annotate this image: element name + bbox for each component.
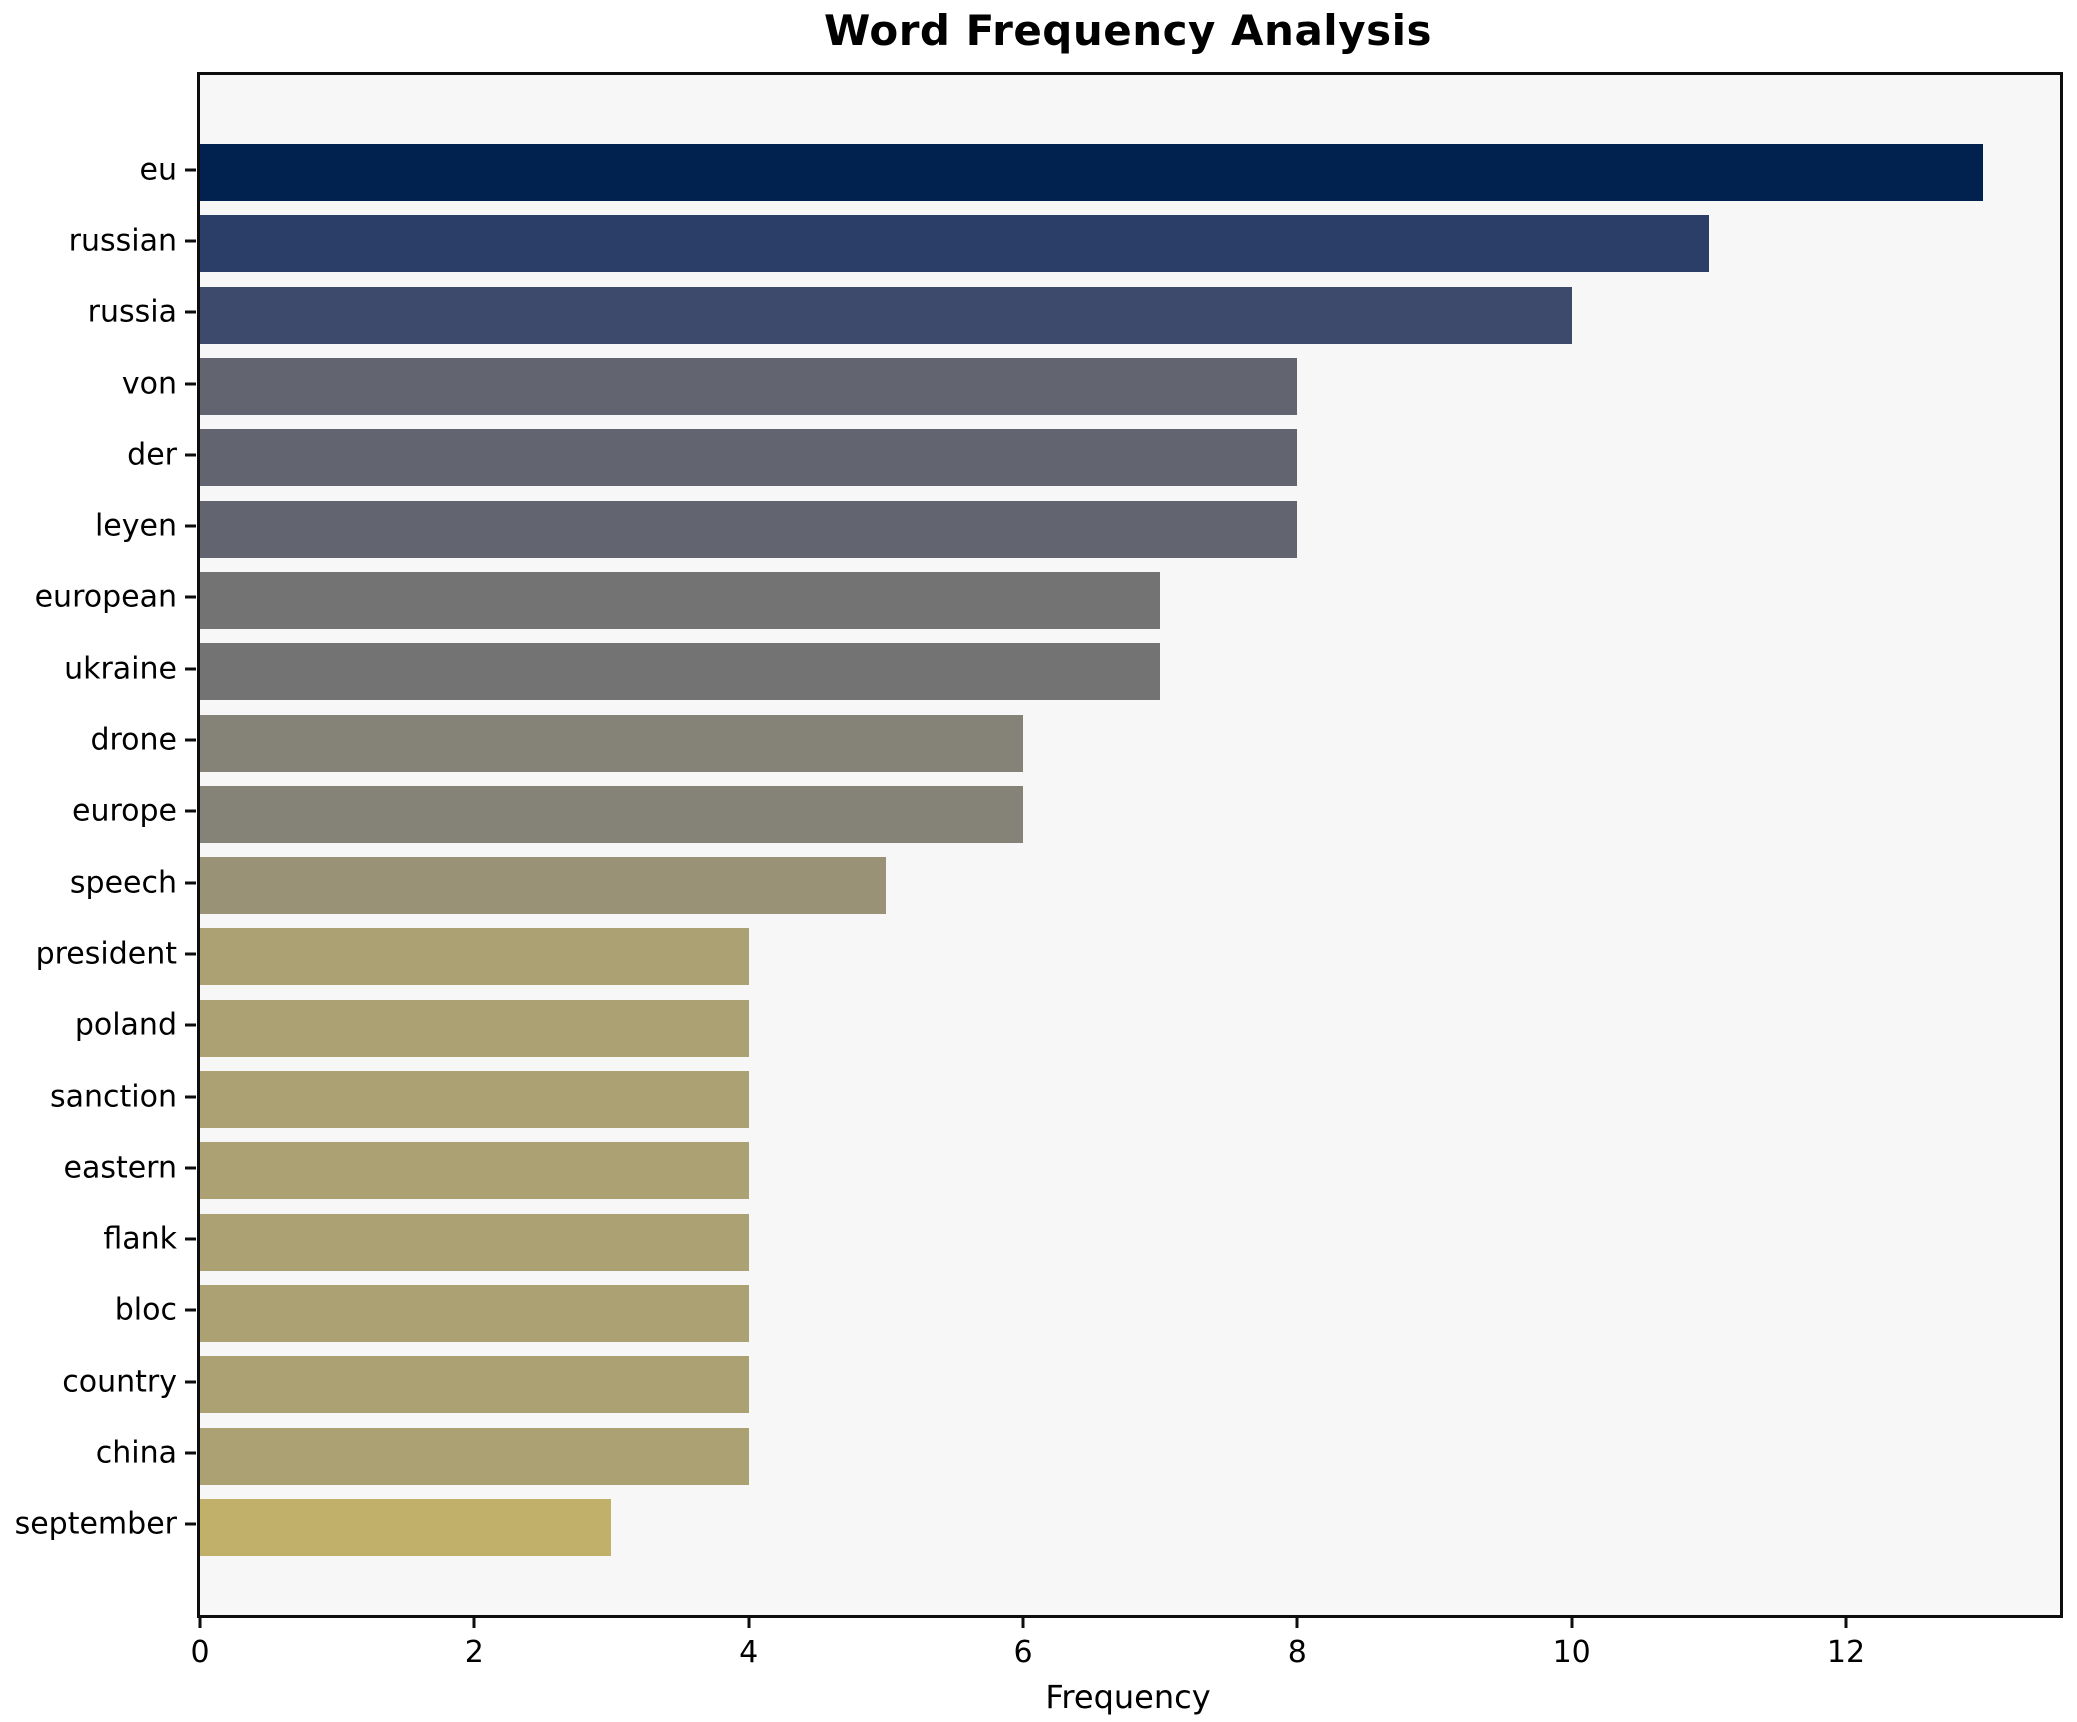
bar [200, 1213, 749, 1271]
y-tick-label: russia [87, 294, 177, 330]
x-tick-label: 6 [1013, 1635, 1033, 1670]
y-tick-label: der [127, 437, 177, 473]
x-tick-mark [1844, 1615, 1848, 1628]
y-tick-mark [185, 1522, 196, 1526]
bar [200, 215, 1709, 273]
y-tick-label: speech [69, 865, 177, 901]
y-tick-label: september [14, 1506, 177, 1542]
y-tick-mark [185, 1166, 196, 1170]
bar [200, 1142, 749, 1200]
bar [200, 144, 1984, 202]
y-tick-label: president [35, 936, 177, 972]
y-axis: eu russian russia von der leyen european ukrain… [0, 72, 196, 1612]
y-tick-label: russian [68, 223, 177, 259]
x-tick-label: 10 [1552, 1635, 1591, 1670]
x-tick-label: 12 [1826, 1635, 1866, 1670]
y-tick-label: ukraine [64, 651, 177, 687]
y-tick-mark [185, 1380, 196, 1384]
y-tick-mark [185, 595, 196, 599]
y-tick-mark [185, 881, 196, 885]
bar [200, 1284, 749, 1342]
y-tick-label: drone [90, 722, 177, 758]
y-tick-mark [185, 310, 196, 314]
bar [200, 1356, 749, 1414]
y-tick-mark [185, 453, 196, 457]
y-tick-label: country [62, 1364, 177, 1400]
x-tick-mark [747, 1615, 751, 1628]
chart-title: Word Frequency Analysis [824, 6, 1432, 55]
y-tick-mark [185, 239, 196, 243]
y-tick-label: european [34, 579, 177, 615]
x-tick-mark [1295, 1615, 1299, 1628]
bar [200, 714, 1024, 772]
bar [200, 785, 1024, 843]
x-axis: 0 2 4 6 8 10 12 [190, 1615, 2060, 1715]
bar [200, 571, 1161, 629]
y-tick-label: bloc [114, 1292, 177, 1328]
y-tick-label: von [121, 366, 177, 402]
y-tick-mark [185, 1023, 196, 1027]
x-tick-mark [198, 1615, 202, 1628]
y-tick-mark [185, 809, 196, 813]
y-tick-mark [185, 1237, 196, 1241]
y-tick-label: leyen [94, 508, 177, 544]
y-tick-label: poland [74, 1007, 177, 1043]
plot-area [197, 72, 2063, 1618]
x-axis-title: Frequency [1045, 1678, 1211, 1716]
y-tick-mark [185, 952, 196, 956]
x-tick-label: 8 [1287, 1635, 1307, 1670]
bar [200, 1427, 749, 1485]
y-tick-mark [185, 524, 196, 528]
bar [200, 500, 1298, 558]
bar [200, 999, 749, 1057]
y-tick-mark [185, 1451, 196, 1455]
y-tick-mark [185, 1308, 196, 1312]
x-tick-mark [1570, 1615, 1574, 1628]
y-tick-label: eu [139, 152, 177, 188]
x-tick-mark [472, 1615, 476, 1628]
x-tick-mark [1021, 1615, 1025, 1628]
bar [200, 857, 886, 915]
y-tick-label: eastern [63, 1150, 177, 1186]
y-tick-label: china [95, 1435, 177, 1471]
x-tick-label: 4 [739, 1635, 759, 1670]
bar [200, 358, 1298, 416]
bar [200, 429, 1298, 487]
y-tick-mark [185, 168, 196, 172]
y-tick-label: flank [103, 1221, 177, 1257]
bar [200, 643, 1161, 701]
y-tick-mark [185, 382, 196, 386]
y-tick-mark [185, 667, 196, 671]
bar [200, 928, 749, 986]
bar [200, 1498, 612, 1556]
x-tick-label: 0 [190, 1635, 210, 1670]
y-tick-mark [185, 1095, 196, 1099]
x-tick-label: 2 [464, 1635, 484, 1670]
y-tick-mark [185, 738, 196, 742]
y-tick-label: sanction [50, 1079, 177, 1115]
bar [200, 286, 1572, 344]
bar [200, 1071, 749, 1129]
y-tick-label: europe [72, 793, 177, 829]
